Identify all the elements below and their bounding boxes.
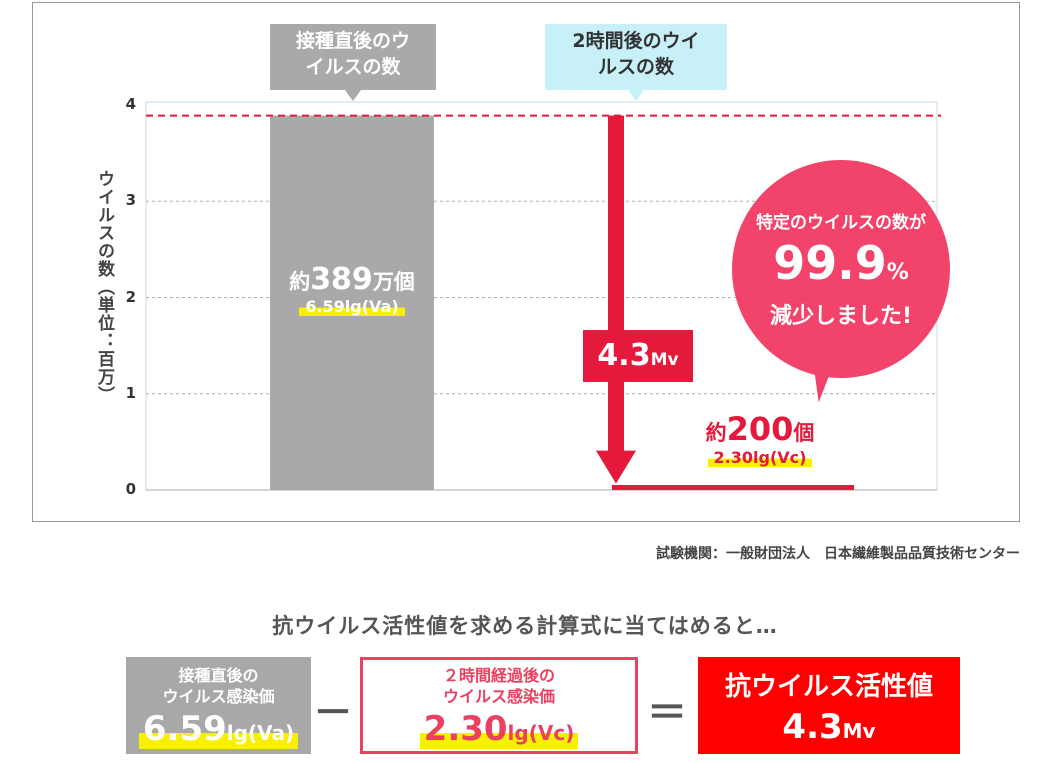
formula-box-after-title: ２時間経過後の ウイルス感染価	[363, 660, 635, 707]
reduction-arrow-head	[596, 450, 636, 484]
bar-count-before: 約389万個	[270, 262, 434, 297]
bar-count-suffix: 万個	[372, 270, 415, 294]
y-tick-label: 1	[125, 383, 136, 402]
bar-label-after: 約200個 2.30lg(Vc)	[670, 410, 850, 467]
y-axis-label: ウイルスの数（単位：百万）	[94, 170, 114, 404]
reduction-bubble: 特定のウイルスの数が 99.9% 減少しました!	[732, 160, 950, 378]
y-tick-label: 4	[125, 95, 136, 113]
bar-count-after: 約200個	[670, 410, 850, 448]
formula-result-value: 4.3Mv	[698, 707, 960, 747]
source-credit: 試験機関：一般財団法人 日本繊維製品品質技術センター	[656, 546, 1020, 562]
bar-count-number: 389	[310, 262, 373, 297]
formula-box-before-value: 6.59lg(Va)	[138, 709, 299, 749]
bubble-number: 99.9	[773, 236, 887, 290]
y-tick-label: 2	[125, 287, 136, 306]
bar-label-before: 約389万個 6.59lg(Va)	[270, 262, 434, 316]
bubble-line3: 減少しました!	[769, 304, 913, 329]
formula-box-after-title-line: ２時間経過後の	[442, 666, 555, 685]
y-tick-label: 0	[125, 480, 136, 498]
formula-value-unit: lg(Vc)	[507, 721, 575, 745]
y-tick-label: 3	[125, 191, 136, 210]
bar-log-value-after: 2.30lg(Vc)	[707, 448, 813, 467]
formula-value-unit: Mv	[842, 719, 876, 743]
bar-count-prefix: 約	[289, 270, 311, 294]
reduction-unit: Mv	[650, 350, 679, 370]
bar-count-prefix: 約	[705, 421, 727, 445]
formula-box-after-title-line: ウイルス感染価	[442, 687, 555, 706]
formula-box-after-value: 2.30lg(Vc)	[419, 709, 579, 749]
category-label-before-text: 接種直後のウイルスの数	[295, 30, 410, 78]
formula-value-number: 4.3	[782, 707, 843, 747]
bubble-percent: 99.9%	[732, 236, 950, 290]
bubble-percent-sign: %	[886, 260, 909, 285]
callout-tail	[345, 90, 361, 101]
reduction-value: 4.3	[597, 338, 651, 373]
callout-tail	[628, 90, 644, 101]
formula-title: 抗ウイルス活性値を求める計算式に当てはめると…	[272, 614, 778, 638]
bar-after	[612, 485, 854, 490]
bar-count-number: 200	[726, 410, 794, 448]
minus-operator: －	[313, 690, 353, 736]
reduction-arrow-shaft	[608, 115, 624, 456]
bar-count-suffix: 個	[793, 421, 815, 445]
category-label-after: 2時間後のウイルスの数	[545, 24, 727, 101]
formula-value-number: 6.59	[142, 709, 227, 749]
reduction-badge: 4.3Mv	[583, 330, 693, 382]
bar-log-value-before: 6.59lg(Va)	[299, 297, 405, 316]
formula-box-before: 接種直後の ウイルス感染価 6.59lg(Va)	[126, 657, 311, 754]
formula-box-before-title: 接種直後の ウイルス感染価	[126, 657, 311, 707]
category-label-after-text: 2時間後のウイルスの数	[572, 30, 700, 78]
formula-result-title: 抗ウイルス活性値	[724, 672, 933, 702]
formula-box-result: 抗ウイルス活性値 4.3Mv	[698, 657, 960, 754]
formula-value-number: 2.30	[423, 709, 508, 749]
formula-box-after: ２時間経過後の ウイルス感染価 2.30lg(Vc)	[360, 657, 638, 754]
bubble-line1: 特定のウイルスの数が	[756, 213, 926, 233]
formula-value-unit: lg(Va)	[226, 721, 295, 745]
formula-box-before-title-line: 接種直後の	[178, 666, 259, 685]
equals-operator: ＝	[647, 690, 687, 736]
formula-box-before-title-line: ウイルス感染価	[162, 687, 275, 706]
category-label-before: 接種直後のウイルスの数	[270, 24, 436, 101]
